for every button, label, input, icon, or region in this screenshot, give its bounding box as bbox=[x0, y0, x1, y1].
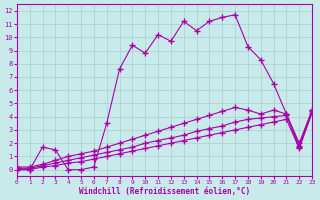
X-axis label: Windchill (Refroidissement éolien,°C): Windchill (Refroidissement éolien,°C) bbox=[79, 187, 250, 196]
